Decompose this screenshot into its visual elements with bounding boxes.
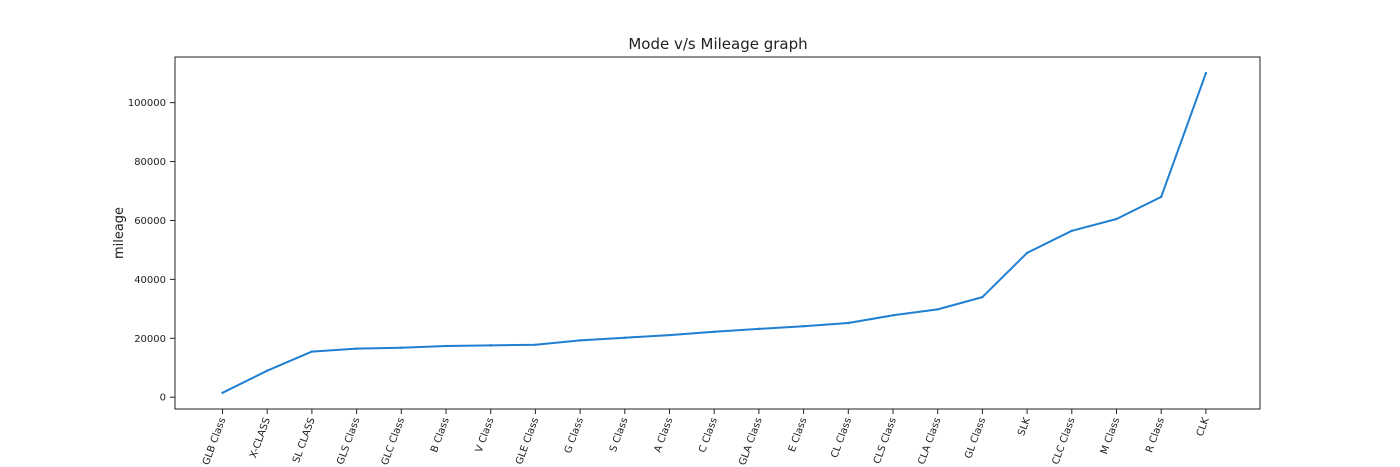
x-tick-label: CLK bbox=[1195, 416, 1212, 438]
y-tick-label: 60000 bbox=[134, 216, 166, 227]
y-tick-label: 80000 bbox=[134, 157, 166, 168]
data-point bbox=[1025, 251, 1029, 255]
data-point bbox=[310, 350, 314, 353]
chart-title: Mode v/s Mileage graph bbox=[628, 35, 807, 53]
y-tick-label: 20000 bbox=[134, 334, 166, 345]
data-point bbox=[444, 344, 448, 348]
data-point bbox=[355, 347, 358, 350]
x-tick-label: GLB Class bbox=[201, 416, 228, 466]
x-tick-label: E Class bbox=[787, 416, 810, 453]
x-tick-label: G Class bbox=[563, 416, 586, 455]
x-tick-label: A Class bbox=[653, 416, 676, 454]
y-tick-label: 40000 bbox=[134, 275, 166, 286]
x-tick-label: GLA Class bbox=[737, 416, 764, 467]
data-point bbox=[1160, 195, 1163, 199]
data-point bbox=[1204, 72, 1208, 75]
data-point bbox=[802, 325, 805, 328]
y-tick-label: 0 bbox=[160, 393, 166, 404]
x-tick-label: CL Class bbox=[829, 416, 854, 459]
y-tick-label: 100000 bbox=[128, 98, 166, 109]
x-tick-label: GLC Class bbox=[380, 416, 407, 467]
x-tick-label: X-CLASS bbox=[248, 416, 273, 459]
data-point bbox=[981, 295, 984, 299]
y-axis: 0 20000 40000 60000 80000 100000 bbox=[128, 98, 175, 404]
x-tick-label: R Class bbox=[1144, 416, 1167, 454]
series-layer bbox=[221, 72, 1208, 394]
data-point bbox=[757, 327, 761, 331]
x-tick-label: CLA Class bbox=[916, 416, 943, 466]
x-tick-label: B Class bbox=[429, 416, 452, 454]
data-point bbox=[891, 314, 895, 317]
x-tick-label: S Class bbox=[608, 416, 631, 453]
x-tick-label: GL Class bbox=[963, 416, 988, 460]
data-point bbox=[936, 308, 939, 311]
x-tick-label: GLE Class bbox=[514, 416, 541, 466]
y-axis-label: mileage bbox=[112, 207, 127, 259]
x-tick-label: M Class bbox=[1099, 416, 1122, 456]
x-axis: GLB Class X-CLASS SL CLASS GLS Class GLC Cla… bbox=[201, 409, 1212, 467]
data-point bbox=[1070, 229, 1074, 232]
data-point bbox=[221, 391, 224, 394]
x-tick-label: CLS Class bbox=[872, 416, 899, 465]
data-point bbox=[534, 343, 537, 346]
data-point bbox=[489, 344, 492, 347]
data-point bbox=[266, 369, 269, 372]
series-line bbox=[222, 72, 1207, 394]
data-point bbox=[578, 339, 582, 342]
x-tick-label: SLK bbox=[1016, 416, 1033, 438]
x-tick-label: CLC Class bbox=[1051, 416, 1078, 466]
data-point bbox=[623, 336, 626, 339]
data-point bbox=[1115, 217, 1118, 221]
x-tick-label: GLS Class bbox=[335, 416, 362, 466]
x-tick-label: SL CLASS bbox=[291, 416, 318, 464]
x-tick-label: C Class bbox=[697, 416, 720, 454]
plot-area bbox=[174, 56, 1261, 410]
data-point bbox=[400, 346, 403, 349]
data-point bbox=[847, 321, 850, 325]
data-point bbox=[713, 330, 716, 334]
x-tick-label: V Class bbox=[474, 416, 497, 454]
data-point bbox=[668, 333, 671, 337]
